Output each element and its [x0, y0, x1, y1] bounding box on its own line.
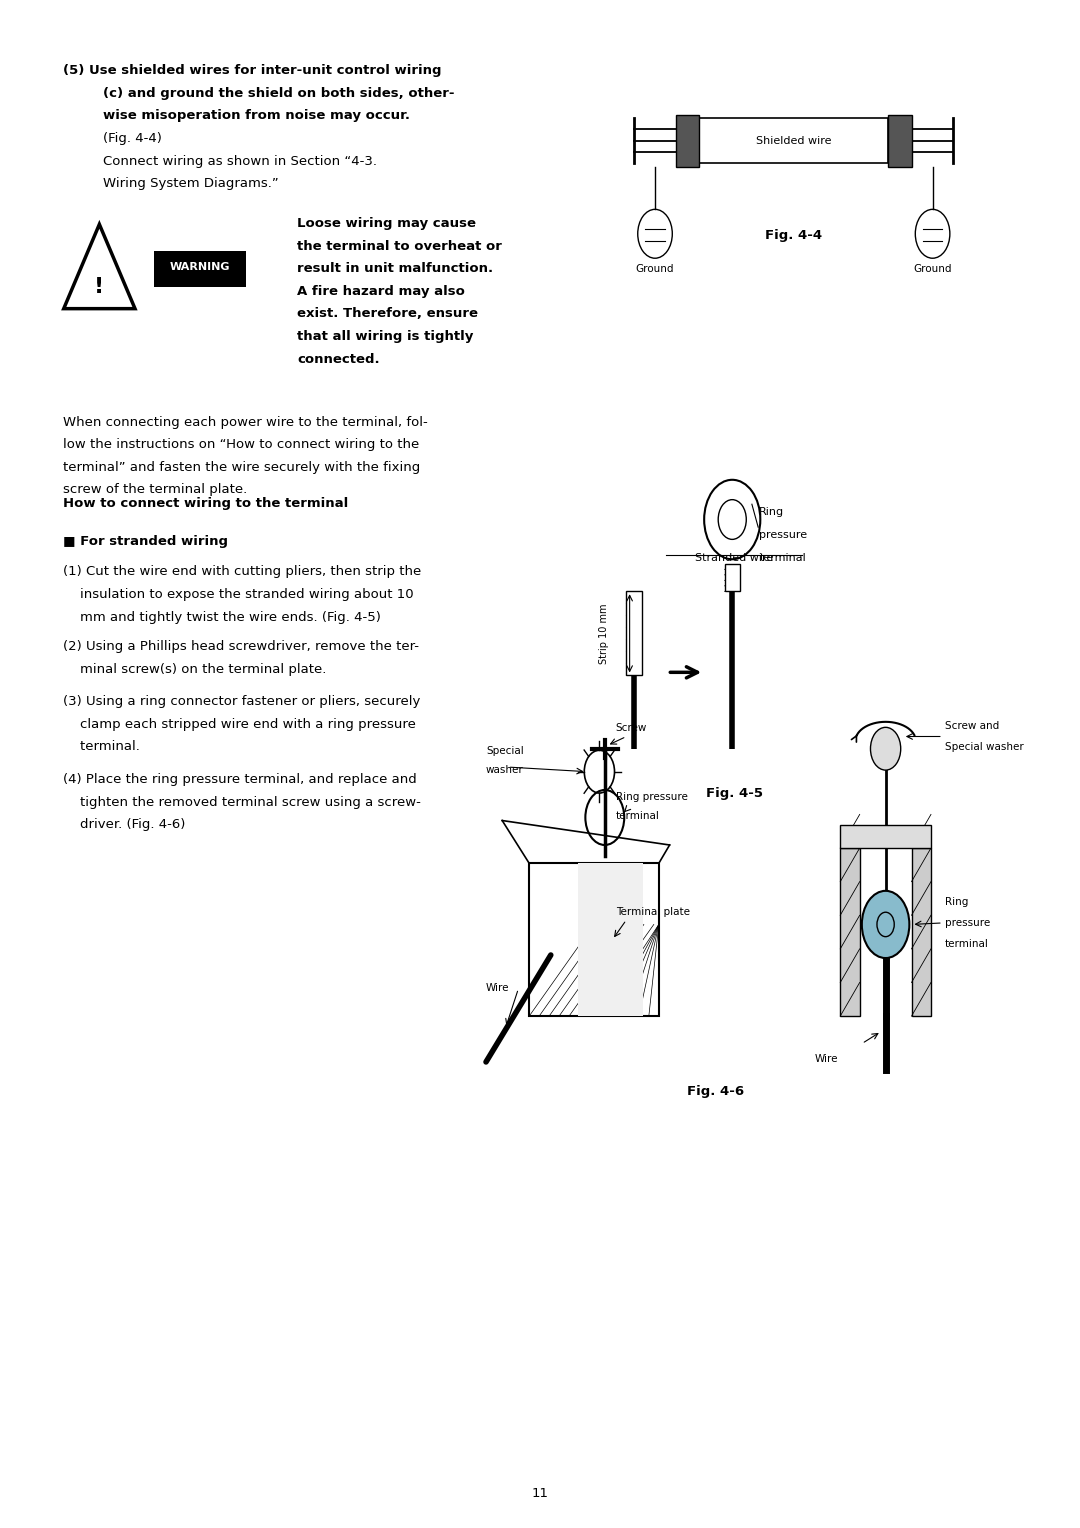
Text: pressure: pressure	[759, 530, 808, 539]
Text: exist. Therefore, ensure: exist. Therefore, ensure	[297, 307, 478, 321]
Text: ■ For stranded wiring: ■ For stranded wiring	[63, 535, 228, 549]
FancyBboxPatch shape	[912, 848, 931, 1016]
Text: mm and tightly twist the wire ends. (Fig. 4-5): mm and tightly twist the wire ends. (Fig…	[63, 611, 380, 623]
Circle shape	[862, 891, 909, 958]
Text: Ring: Ring	[759, 507, 784, 516]
Text: Connect wiring as shown in Section “4-3.: Connect wiring as shown in Section “4-3.	[103, 154, 377, 168]
Text: Terminal plate: Terminal plate	[616, 906, 690, 917]
Text: Ground: Ground	[636, 264, 674, 275]
FancyBboxPatch shape	[888, 115, 913, 167]
Text: Screw: Screw	[616, 723, 647, 733]
Text: screw of the terminal plate.: screw of the terminal plate.	[63, 483, 247, 497]
Text: Wiring System Diagrams.”: Wiring System Diagrams.”	[103, 177, 279, 191]
Text: (1) Cut the wire end with cutting pliers, then strip the: (1) Cut the wire end with cutting pliers…	[63, 565, 421, 579]
Text: pressure: pressure	[945, 918, 990, 927]
Text: When connecting each power wire to the terminal, fol-: When connecting each power wire to the t…	[63, 416, 428, 429]
Text: Strip 10 mm: Strip 10 mm	[599, 604, 609, 663]
Text: A fire hazard may also: A fire hazard may also	[297, 284, 464, 298]
FancyBboxPatch shape	[626, 591, 642, 675]
Text: (3) Using a ring connector fastener or pliers, securely: (3) Using a ring connector fastener or p…	[63, 695, 420, 709]
Text: tighten the removed terminal screw using a screw-: tighten the removed terminal screw using…	[63, 796, 420, 808]
Text: (c) and ground the shield on both sides, other-: (c) and ground the shield on both sides,…	[103, 87, 454, 99]
FancyBboxPatch shape	[529, 863, 659, 1016]
Text: result in unit malfunction.: result in unit malfunction.	[297, 263, 494, 275]
FancyBboxPatch shape	[840, 848, 860, 1016]
Text: terminal.: terminal.	[63, 741, 139, 753]
Text: clamp each stripped wire end with a ring pressure: clamp each stripped wire end with a ring…	[63, 718, 416, 730]
Text: minal screw(s) on the terminal plate.: minal screw(s) on the terminal plate.	[63, 663, 326, 675]
Text: terminal: terminal	[616, 810, 660, 821]
Text: Screw and: Screw and	[945, 721, 999, 730]
Text: (4) Place the ring pressure terminal, and replace and: (4) Place the ring pressure terminal, an…	[63, 773, 417, 787]
Text: How to connect wiring to the terminal: How to connect wiring to the terminal	[63, 497, 348, 510]
Text: Ground: Ground	[914, 264, 951, 275]
Text: wise misoperation from noise may occur.: wise misoperation from noise may occur.	[103, 110, 409, 122]
Text: WARNING: WARNING	[170, 263, 231, 272]
Text: Wire: Wire	[486, 983, 510, 993]
Text: the terminal to overheat or: the terminal to overheat or	[297, 240, 502, 252]
Text: (2) Using a Phillips head screwdriver, remove the ter-: (2) Using a Phillips head screwdriver, r…	[63, 640, 419, 654]
Text: washer: washer	[486, 764, 524, 775]
Text: (5) Use shielded wires for inter-unit control wiring: (5) Use shielded wires for inter-unit co…	[63, 64, 441, 78]
Text: Loose wiring may cause: Loose wiring may cause	[297, 217, 476, 231]
Text: Wire: Wire	[814, 1054, 838, 1065]
FancyBboxPatch shape	[676, 115, 700, 167]
Text: Special washer: Special washer	[945, 743, 1024, 752]
Text: terminal: terminal	[759, 553, 806, 562]
Text: Ring pressure: Ring pressure	[616, 792, 688, 802]
Text: terminal: terminal	[945, 940, 989, 949]
Text: Ring: Ring	[945, 897, 969, 906]
Text: Stranded wire: Stranded wire	[696, 553, 773, 564]
Text: low the instructions on “How to connect wiring to the: low the instructions on “How to connect …	[63, 439, 419, 451]
FancyBboxPatch shape	[578, 863, 643, 1016]
Text: Fig. 4-6: Fig. 4-6	[687, 1085, 744, 1099]
Text: Special: Special	[486, 746, 524, 756]
FancyBboxPatch shape	[154, 251, 246, 287]
Text: Fig. 4-4: Fig. 4-4	[766, 229, 822, 243]
Circle shape	[870, 727, 901, 770]
Text: Fig. 4-5: Fig. 4-5	[706, 787, 762, 801]
Text: !: !	[94, 277, 105, 298]
Text: that all wiring is tightly: that all wiring is tightly	[297, 330, 473, 344]
Text: insulation to expose the stranded wiring about 10: insulation to expose the stranded wiring…	[63, 588, 414, 601]
Text: connected.: connected.	[297, 353, 380, 365]
Text: Shielded wire: Shielded wire	[756, 136, 832, 145]
Text: (Fig. 4-4): (Fig. 4-4)	[103, 131, 162, 145]
Text: terminal” and fasten the wire securely with the fixing: terminal” and fasten the wire securely w…	[63, 461, 420, 474]
FancyBboxPatch shape	[700, 118, 888, 163]
FancyBboxPatch shape	[725, 564, 740, 591]
Text: 11: 11	[531, 1487, 549, 1500]
Text: driver. (Fig. 4-6): driver. (Fig. 4-6)	[63, 819, 185, 831]
FancyBboxPatch shape	[840, 825, 931, 848]
